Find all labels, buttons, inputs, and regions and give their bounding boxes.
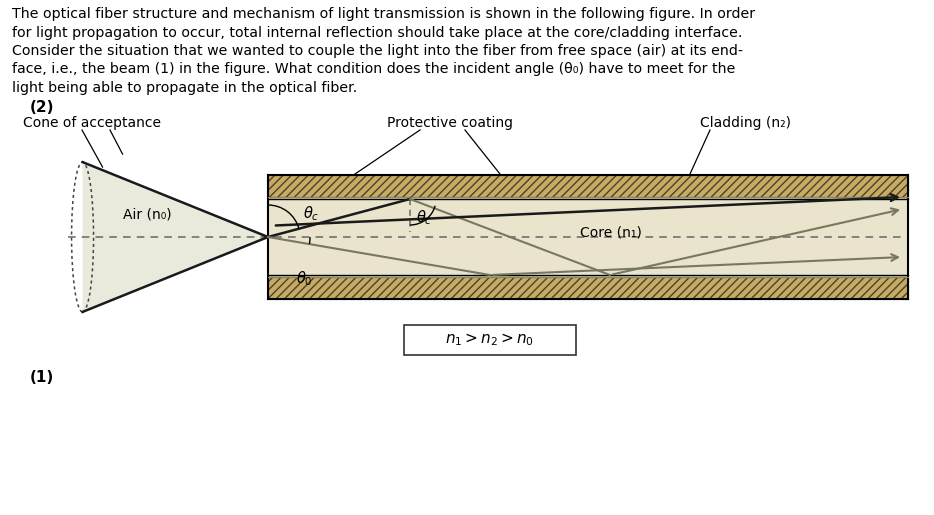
Bar [268,275,908,277]
Polygon shape [82,162,268,312]
Text: $\theta_c$: $\theta_c$ [303,204,319,223]
Bar [404,325,576,355]
Text: (2): (2) [30,99,54,114]
Text: Core (n₁): Core (n₁) [580,225,642,239]
Bar [268,199,908,275]
Text: for light propagation to occur, total internal reflection should take place at t: for light propagation to occur, total in… [12,26,743,40]
Text: $\theta_c$: $\theta_c$ [416,208,432,227]
Text: (1): (1) [30,369,54,385]
Bar [268,175,908,197]
Text: Air (n₀): Air (n₀) [123,208,172,222]
Text: $n_1 > n_2 > n_0$: $n_1 > n_2 > n_0$ [446,332,534,348]
Text: light being able to propagate in the optical fiber.: light being able to propagate in the opt… [12,81,357,95]
Text: Cone of acceptance: Cone of acceptance [23,116,161,130]
Text: $\theta_0$: $\theta_0$ [296,269,313,288]
Text: Consider the situation that we wanted to couple the light into the fiber from fr: Consider the situation that we wanted to… [12,44,743,58]
Text: Protective coating: Protective coating [387,116,513,130]
Text: The optical fiber structure and mechanism of light transmission is shown in the : The optical fiber structure and mechanis… [12,7,755,21]
Bar [268,277,908,299]
Bar [268,197,908,199]
Text: Cladding (n₂): Cladding (n₂) [700,116,791,130]
Text: face, i.e., the beam (1) in the figure. What condition does the incident angle (: face, i.e., the beam (1) in the figure. … [12,62,735,77]
